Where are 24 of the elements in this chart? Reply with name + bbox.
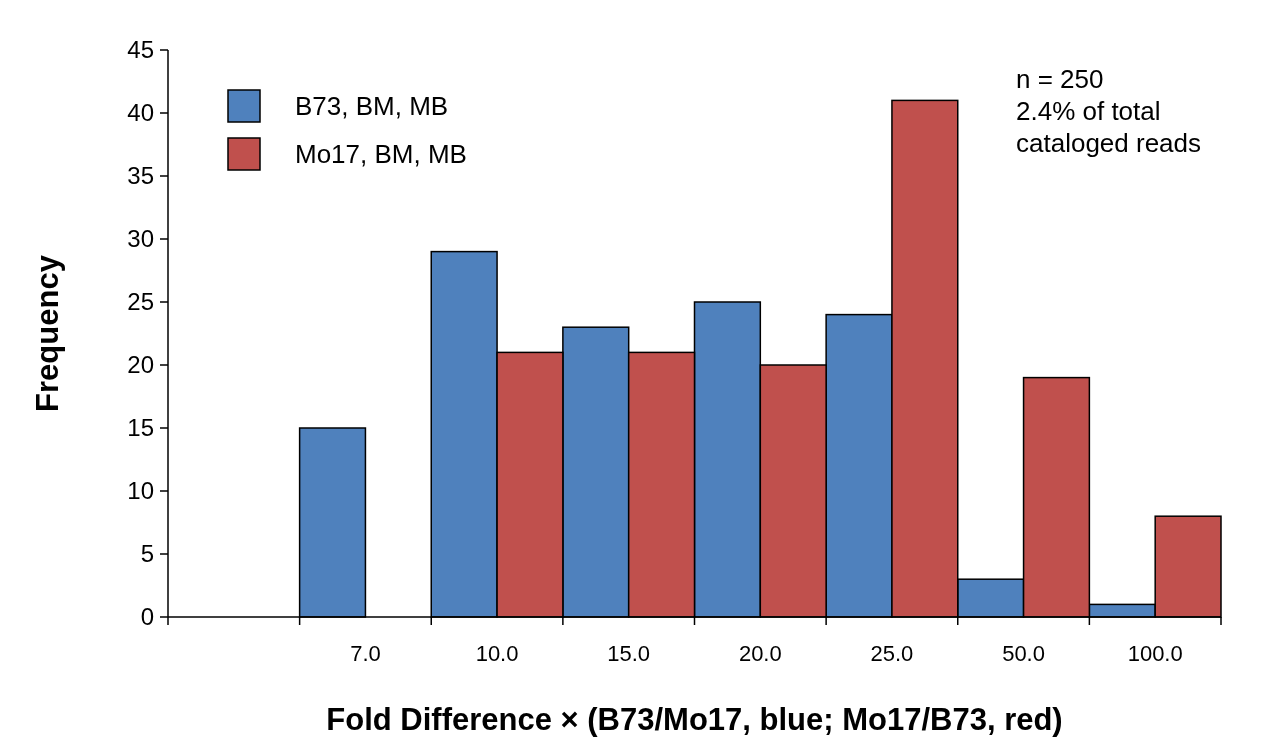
x-tick-label: 50.0 xyxy=(1002,641,1045,666)
y-tick-label: 40 xyxy=(127,99,154,127)
y-tick-label: 0 xyxy=(140,603,154,631)
x-tick-label: 10.0 xyxy=(475,641,519,666)
x-axis-title: Fold Difference × (B73/Mo17, blue; Mo17/B73, red) xyxy=(326,702,1063,737)
y-tick-label: 20 xyxy=(127,351,154,379)
x-tick-label: 25.0 xyxy=(870,641,914,666)
y-tick-label: 25 xyxy=(127,288,154,316)
legend-label: B73, BM, MB xyxy=(295,91,449,122)
x-tick-label: 15.0 xyxy=(607,641,651,666)
y-tick-label: 10 xyxy=(127,477,154,505)
x-tick-label: 100.0 xyxy=(1127,641,1183,666)
legend-label: Mo17, BM, MB xyxy=(295,139,467,170)
annotation: cataloged reads xyxy=(1016,128,1202,158)
annotation: 2.4% of total xyxy=(1016,96,1161,126)
y-axis-title: Frequency xyxy=(30,254,65,412)
x-tick-label: 20.0 xyxy=(738,641,782,666)
y-tick-label: 30 xyxy=(127,225,154,253)
annotation: n = 250 xyxy=(1016,64,1104,94)
x-tick-label: 7.0 xyxy=(350,641,381,666)
y-tick-label: 45 xyxy=(127,36,154,64)
y-tick-label: 35 xyxy=(127,162,154,190)
y-tick-label: 5 xyxy=(140,540,154,568)
y-tick-label: 15 xyxy=(127,414,154,442)
